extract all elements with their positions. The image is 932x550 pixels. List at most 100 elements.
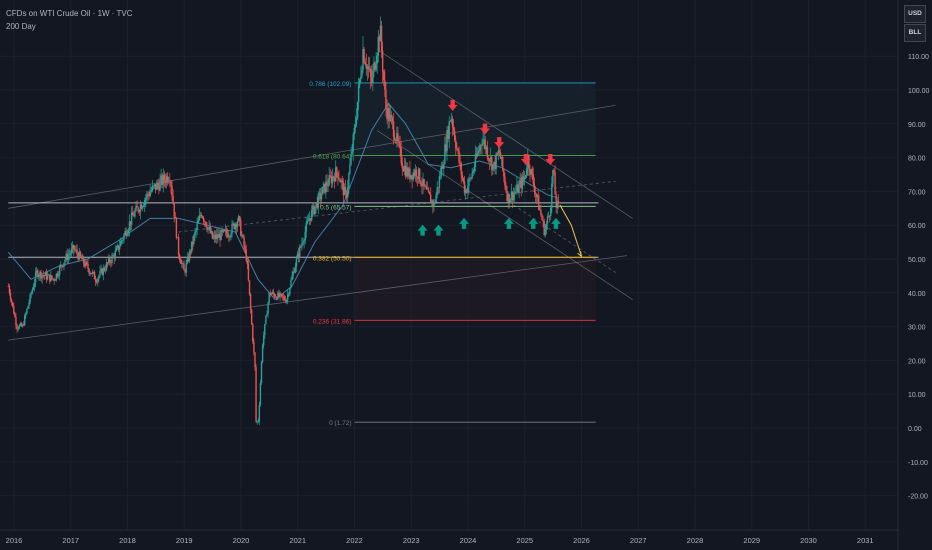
candle-body (293, 271, 295, 273)
y-tick-label: 60.00 (908, 223, 926, 230)
candle-body (480, 145, 482, 147)
candle-body (139, 204, 142, 213)
candle-body (279, 293, 281, 297)
candle-body (448, 121, 450, 139)
candle-body (137, 207, 139, 212)
candle-body (207, 227, 209, 230)
candle-body (240, 220, 242, 236)
currency-unit-button[interactable]: USD (904, 5, 926, 23)
candle-body (66, 253, 68, 261)
candle-body (315, 202, 317, 207)
candle-body (447, 130, 449, 139)
y-tick-label: 80.00 (908, 156, 926, 163)
x-tick-label: 2020 (233, 536, 250, 545)
candle-body (234, 224, 237, 229)
candle-body (101, 268, 103, 275)
candle-body (78, 251, 80, 260)
candle-body (147, 193, 149, 195)
candle-body (150, 190, 152, 192)
candle-body (385, 89, 387, 108)
candle-body (52, 278, 54, 280)
candle-body (506, 191, 508, 201)
x-tick-label: 2019 (176, 536, 193, 545)
candle-body (352, 134, 354, 152)
candle-body (363, 48, 365, 62)
candle-body (316, 202, 318, 209)
candle-body (151, 185, 154, 191)
symbol-title[interactable]: CFDs on WTI Crude Oil · 1W · TVC (6, 9, 133, 18)
candle-body (126, 233, 128, 236)
candle-body (248, 280, 251, 295)
candle-body (168, 181, 170, 183)
candle-body (552, 169, 554, 184)
candle-body (553, 169, 555, 173)
candle-body (79, 251, 82, 257)
candle-body (114, 250, 116, 259)
candle-body (296, 253, 299, 259)
indicator-label[interactable]: 200 Day (6, 22, 36, 31)
measure-unit-button[interactable]: BLL (904, 24, 926, 42)
candle-body (165, 176, 168, 184)
candle-body (318, 192, 321, 195)
candle-body (437, 187, 440, 188)
candle-body (265, 315, 267, 325)
candle-body (132, 212, 134, 216)
candle-body (162, 174, 164, 185)
candle-body (492, 164, 494, 171)
candle-body (417, 168, 420, 179)
candle-body (509, 199, 512, 203)
candle-body (23, 315, 26, 326)
candle-body (520, 180, 522, 189)
candle-body (85, 261, 87, 267)
candle-body (422, 179, 424, 187)
candle-body (15, 316, 17, 326)
candle-body (500, 156, 503, 159)
candle-body (148, 194, 150, 197)
candle-body (213, 234, 216, 237)
candle-body (512, 193, 515, 201)
candle-body (465, 190, 468, 193)
candle-body (449, 120, 452, 122)
candle-body (160, 175, 162, 181)
candle-body (464, 190, 467, 193)
candle-body (321, 186, 324, 195)
candle-body (294, 266, 297, 273)
candle-body (438, 176, 441, 188)
candle-body (398, 141, 400, 143)
candle-body (68, 254, 71, 256)
candle-body (544, 229, 546, 236)
y-tick-label: 0.00 (908, 426, 922, 433)
candle-body (541, 214, 543, 221)
candle-body (219, 233, 221, 241)
candle-body (517, 184, 519, 193)
candle-body (185, 263, 187, 273)
candle-body (86, 261, 88, 264)
candle-body (146, 193, 148, 198)
candle-body (214, 234, 217, 240)
candle-body (112, 255, 114, 257)
candle-body (273, 294, 276, 297)
candle-body (261, 345, 264, 362)
candle-body (38, 275, 40, 278)
candle-body (420, 182, 422, 186)
candle-body (92, 271, 95, 273)
candle-body (76, 249, 78, 255)
candle-body (13, 305, 15, 314)
candle-body (377, 36, 379, 56)
candle-body (64, 259, 66, 263)
candle-body (184, 270, 186, 273)
candle-body (297, 253, 300, 258)
candle-body (309, 218, 312, 221)
moving-average-line (7, 102, 559, 301)
candle-body (218, 233, 220, 238)
candle-body (292, 271, 294, 276)
candle-body (359, 78, 361, 85)
candle-body (476, 152, 479, 157)
candle-body (300, 246, 302, 248)
candle-body (472, 171, 474, 173)
sell-arrow (494, 137, 505, 149)
candle-body (42, 275, 44, 276)
candle-body (295, 258, 298, 267)
